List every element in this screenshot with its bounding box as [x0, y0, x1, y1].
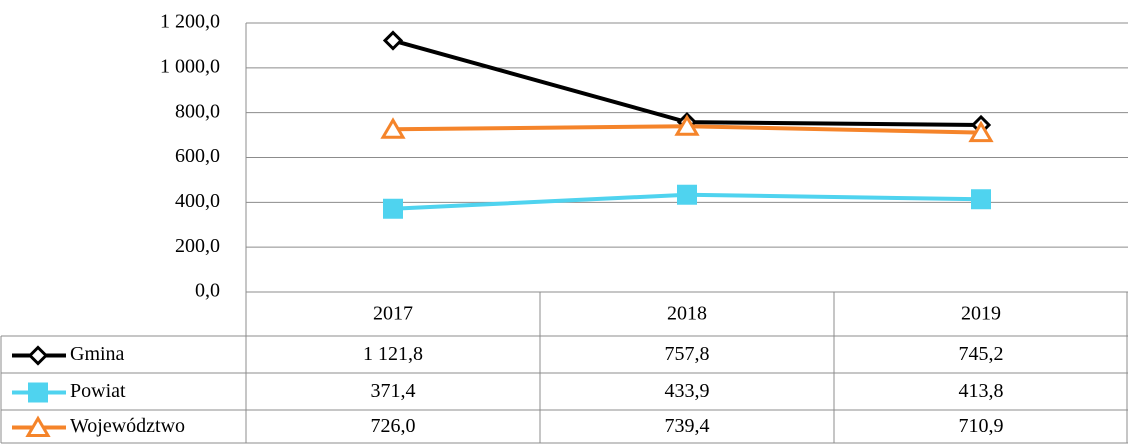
table-value: 1 121,8 — [363, 343, 423, 365]
y-tick-label: 200,0 — [175, 235, 220, 257]
y-tick-label: 0,0 — [195, 280, 220, 302]
legend-marker — [28, 382, 48, 403]
table-value: 757,8 — [665, 343, 710, 365]
point — [382, 30, 404, 51]
point — [674, 114, 700, 136]
x-tick-label: 2018 — [667, 303, 707, 325]
table-value: 413,8 — [959, 380, 1004, 402]
table-value: 739,4 — [665, 415, 710, 437]
point — [380, 117, 406, 139]
table-value: 710,9 — [959, 415, 1004, 437]
point — [971, 189, 991, 210]
point — [677, 184, 697, 205]
x-tick-label: 2017 — [373, 303, 413, 325]
legend-label: Powiat — [70, 380, 126, 402]
table-value: 371,4 — [371, 380, 416, 402]
legend-marker — [25, 415, 51, 437]
legend-marker — [27, 345, 49, 366]
legend-label: Gmina — [70, 343, 125, 365]
legend-label: Województwo — [70, 415, 185, 437]
y-tick-label: 600,0 — [175, 145, 220, 167]
y-tick-label: 800,0 — [175, 100, 220, 122]
x-tick-label: 2019 — [961, 303, 1001, 325]
y-tick-label: 1 000,0 — [160, 55, 220, 77]
point — [968, 120, 994, 143]
table-value: 726,0 — [371, 415, 416, 437]
table-value: 433,9 — [665, 380, 710, 402]
table-value: 745,2 — [959, 343, 1004, 365]
y-tick-label: 1 200,0 — [160, 11, 220, 33]
point — [383, 198, 403, 219]
y-tick-label: 400,0 — [175, 190, 220, 212]
